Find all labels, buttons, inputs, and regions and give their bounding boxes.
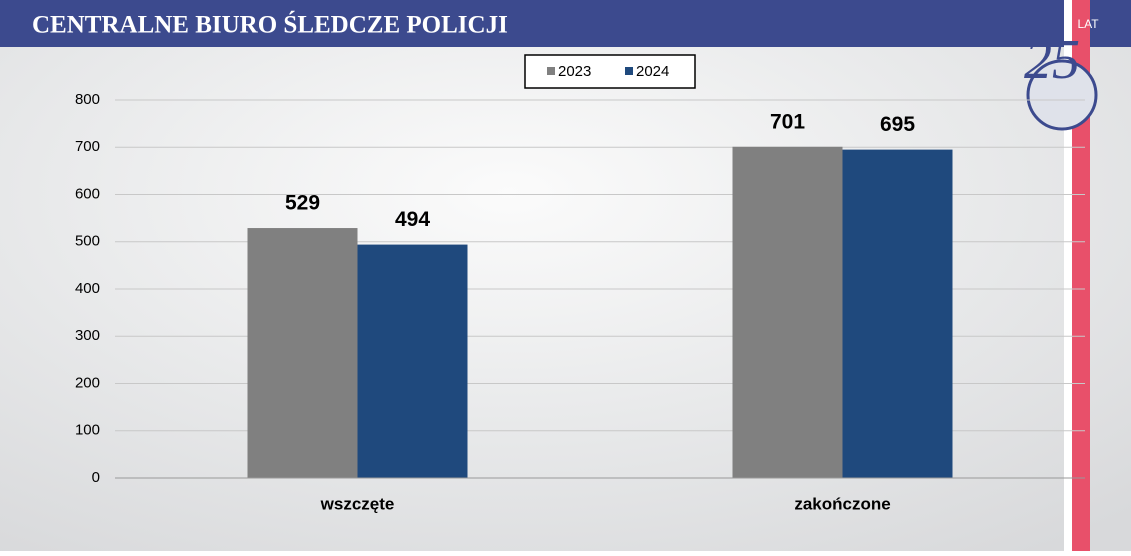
page: CENTRALNE BIURO ŚLEDCZE POLICJI 25 LAT 0… — [0, 0, 1131, 551]
page-title: CENTRALNE BIURO ŚLEDCZE POLICJI — [32, 11, 508, 39]
bar — [358, 245, 468, 478]
x-tick-label: zakończone — [794, 494, 890, 513]
logo-text: LAT — [1077, 17, 1099, 31]
value-label: 494 — [395, 208, 430, 231]
y-tick-label: 700 — [75, 138, 100, 155]
y-tick-label: 500 — [75, 233, 100, 250]
legend-swatch — [547, 67, 555, 75]
value-label: 701 — [770, 110, 805, 133]
y-tick-label: 200 — [75, 374, 100, 391]
value-label: 695 — [880, 113, 915, 136]
chart: CENTRALNE BIURO ŚLEDCZE POLICJI 25 LAT 0… — [0, 0, 1131, 551]
legend-label: 2023 — [558, 63, 591, 80]
bar — [248, 228, 358, 478]
x-tick-label: wszczęte — [320, 494, 395, 513]
y-tick-label: 800 — [75, 91, 100, 108]
y-tick-label: 600 — [75, 185, 100, 202]
bar — [843, 150, 953, 478]
logo-number: 25 — [1024, 29, 1080, 91]
legend-swatch — [625, 67, 633, 75]
y-tick-label: 400 — [75, 280, 100, 297]
legend-label: 2024 — [636, 63, 669, 80]
bar — [733, 147, 843, 478]
value-label: 529 — [285, 192, 320, 215]
y-tick-label: 100 — [75, 422, 100, 439]
y-tick-label: 0 — [92, 469, 100, 486]
y-tick-label: 300 — [75, 327, 100, 344]
